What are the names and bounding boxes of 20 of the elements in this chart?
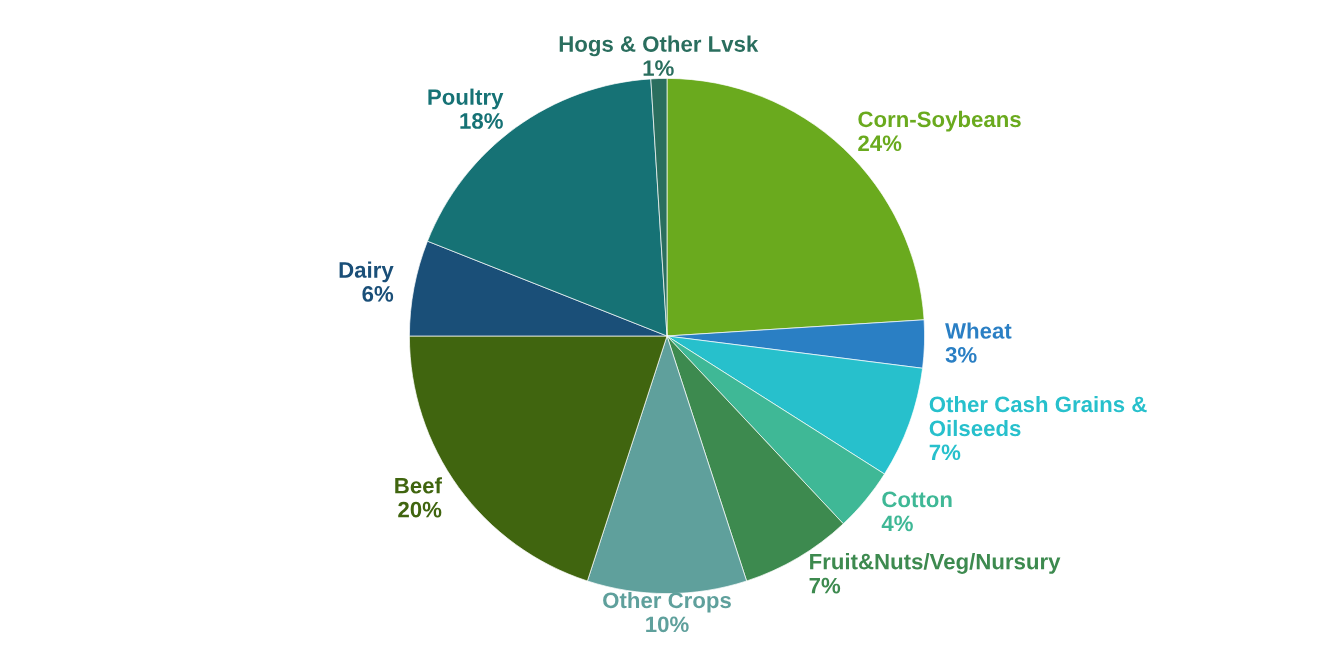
slice-label: Beef	[395, 477, 442, 494]
slice-label: Other Cash Grains & Oilseeds	[929, 395, 1147, 437]
data-label: 3%	[945, 346, 977, 363]
data-label: 18%	[460, 113, 503, 129]
slice-label: Cotton	[882, 491, 952, 508]
data-label: 4%	[881, 515, 913, 532]
data-label: 24%	[858, 135, 902, 152]
slice-label: Dairy	[339, 261, 394, 283]
slice-label: Wheat	[945, 322, 1012, 339]
data-label: 7%	[809, 577, 841, 594]
slice-label: Other Crops	[603, 591, 731, 613]
slice-label: Fruit&Nuts/Veg/Nursury	[810, 553, 1061, 574]
slice-label: Hogs & Other Lvsk	[559, 35, 759, 57]
slice-label: Poultry	[428, 88, 504, 110]
data-label: 7%	[929, 444, 961, 461]
data-label: 1%	[643, 60, 674, 76]
data-label: 10%	[646, 616, 689, 633]
data-label: 6%	[362, 286, 394, 302]
slice-label: Corn-Soybeans	[858, 110, 1021, 132]
data-label: 20%	[398, 501, 442, 518]
